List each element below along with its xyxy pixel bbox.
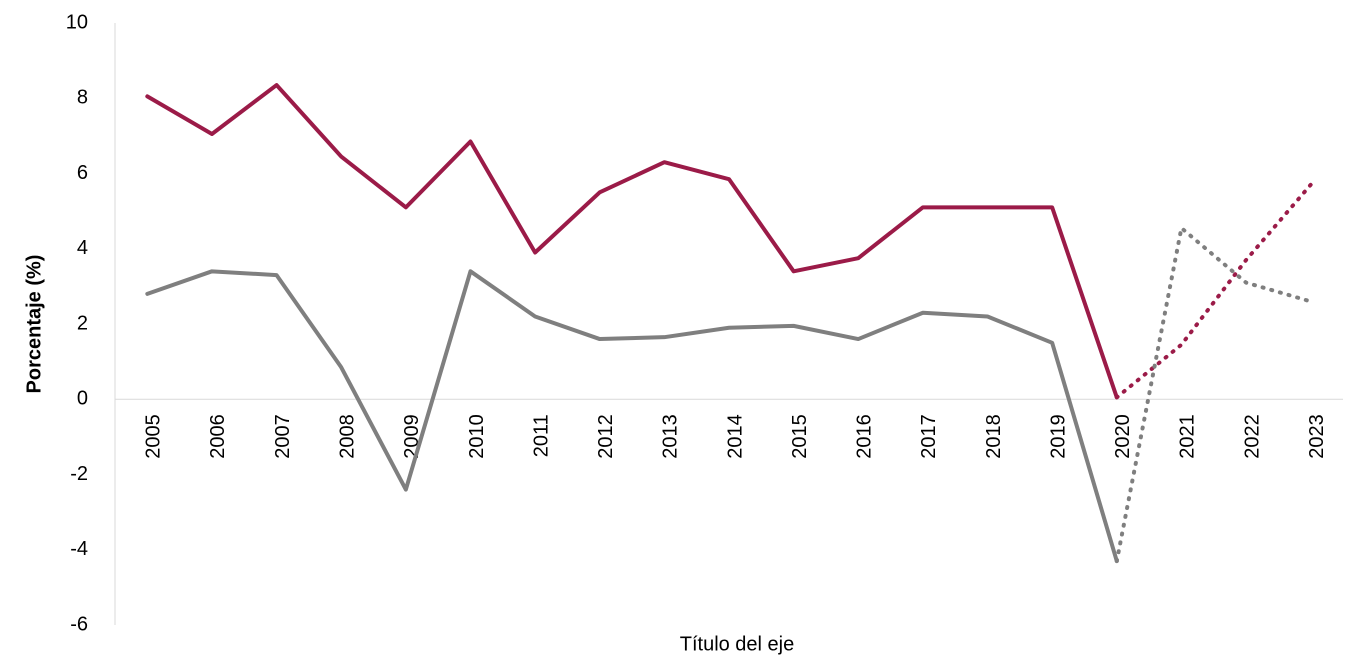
y-tick-label: 8 <box>77 87 88 109</box>
x-tick-label: 2022 <box>1241 414 1263 459</box>
x-axis-title: Título del eje <box>680 633 795 655</box>
y-tick-label: 2 <box>77 312 88 334</box>
series-line <box>145 83 1119 400</box>
y-tick-label: 6 <box>77 162 88 184</box>
x-tick-label: 2017 <box>918 414 940 459</box>
x-tick-label: 2018 <box>983 414 1005 459</box>
y-tick-label: -2 <box>70 463 88 485</box>
x-tick-label: 2016 <box>854 414 876 459</box>
x-tick-label: 2023 <box>1306 414 1328 459</box>
x-tick-label: 2006 <box>207 414 229 459</box>
y-axis-title: Porcentaje (%) <box>23 255 45 394</box>
y-tick-label: 0 <box>77 388 88 410</box>
projection-line <box>1114 182 1313 400</box>
x-tick-label: 2020 <box>1112 414 1134 459</box>
x-tick-label: 2014 <box>724 414 746 459</box>
x-tick-label: 2005 <box>143 414 165 459</box>
y-tick-label: 4 <box>77 237 88 259</box>
x-tick-label: 2015 <box>789 414 811 459</box>
x-tick-label: 2011 <box>530 414 552 457</box>
series-line <box>145 269 1119 564</box>
y-tick-label: -6 <box>70 613 88 635</box>
y-tick-label: 10 <box>66 11 88 33</box>
x-tick-label: 2010 <box>466 414 488 459</box>
x-tick-label: 2021 <box>1177 414 1199 459</box>
x-tick-label: 2007 <box>272 414 294 459</box>
projection-line <box>1114 226 1313 564</box>
y-tick-label: -4 <box>70 538 88 560</box>
x-tick-label: 2019 <box>1047 414 1069 459</box>
x-tick-label: 2012 <box>595 414 617 459</box>
x-tick-label: 2008 <box>336 414 358 459</box>
x-tick-label: 2013 <box>660 414 682 459</box>
